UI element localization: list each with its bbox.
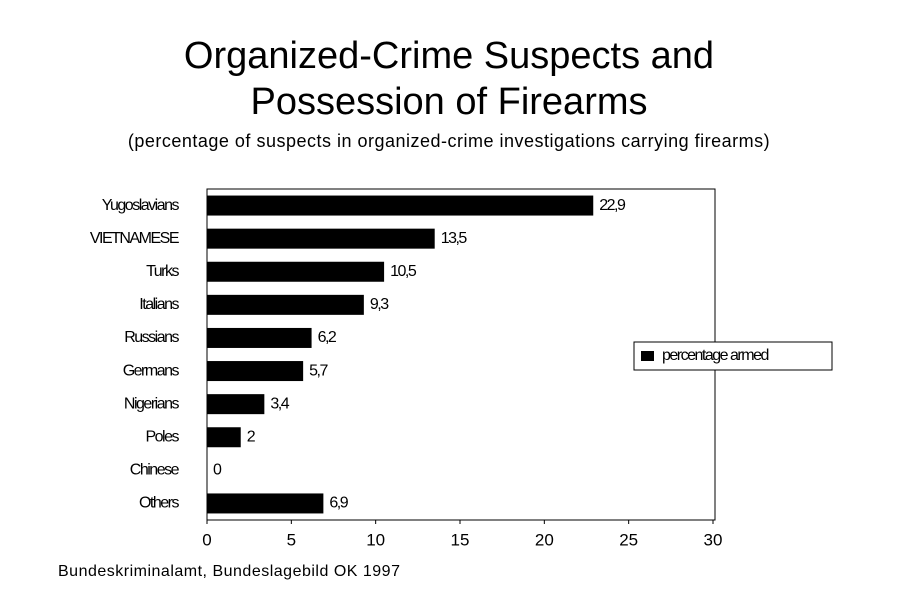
x-tick-label: 10 xyxy=(366,530,385,549)
x-tick-label: 0 xyxy=(202,530,211,549)
chart-subtitle: (percentage of suspects in organized-cri… xyxy=(128,131,770,151)
y-tick-label: Germans xyxy=(123,362,180,379)
bar xyxy=(207,228,435,249)
legend-label: percentage armed xyxy=(662,347,768,364)
x-tick-label: 25 xyxy=(619,530,638,549)
value-label: 6,9 xyxy=(329,495,348,512)
bar xyxy=(207,361,304,382)
y-tick-label: Others xyxy=(139,495,180,512)
value-label: 0 xyxy=(213,462,222,479)
value-label: 13,5 xyxy=(441,230,468,247)
y-tick-label: Nigerians xyxy=(124,395,180,412)
value-label: 5,7 xyxy=(309,362,328,379)
x-tick-label: 15 xyxy=(451,530,470,549)
chart-title: Organized-Crime Suspects and xyxy=(184,35,714,77)
x-tick-label: 30 xyxy=(704,530,723,549)
chart-title: Possession of Firearms xyxy=(250,81,647,123)
y-tick-label: VIETNAMESE xyxy=(90,230,179,247)
x-tick-label: 5 xyxy=(287,530,296,549)
value-label: 2 xyxy=(247,428,256,445)
value-label: 3,4 xyxy=(270,395,289,412)
bar xyxy=(207,195,594,216)
y-tick-label: Yugoslavians xyxy=(102,197,180,214)
x-tick-label: 20 xyxy=(535,530,554,549)
value-label: 9,3 xyxy=(370,296,389,313)
bar xyxy=(207,294,364,315)
y-tick-label: Chinese xyxy=(130,462,180,479)
source: Bundeskriminalamt, Bundeslagebild OK 199… xyxy=(58,563,400,580)
legend-box xyxy=(633,341,833,371)
y-tick-label: Italians xyxy=(139,296,179,313)
legend-swatch xyxy=(641,351,654,361)
bar xyxy=(207,261,385,282)
bar xyxy=(207,493,324,514)
value-label: 22,9 xyxy=(599,197,626,214)
bar xyxy=(207,427,241,448)
y-tick-label: Poles xyxy=(145,428,179,445)
value-label: 6,2 xyxy=(318,329,337,346)
bar xyxy=(207,394,265,415)
bar xyxy=(207,327,312,348)
y-tick-label: Russians xyxy=(124,329,179,346)
value-label: 10,5 xyxy=(390,263,417,280)
y-tick-label: Turks xyxy=(146,263,179,280)
